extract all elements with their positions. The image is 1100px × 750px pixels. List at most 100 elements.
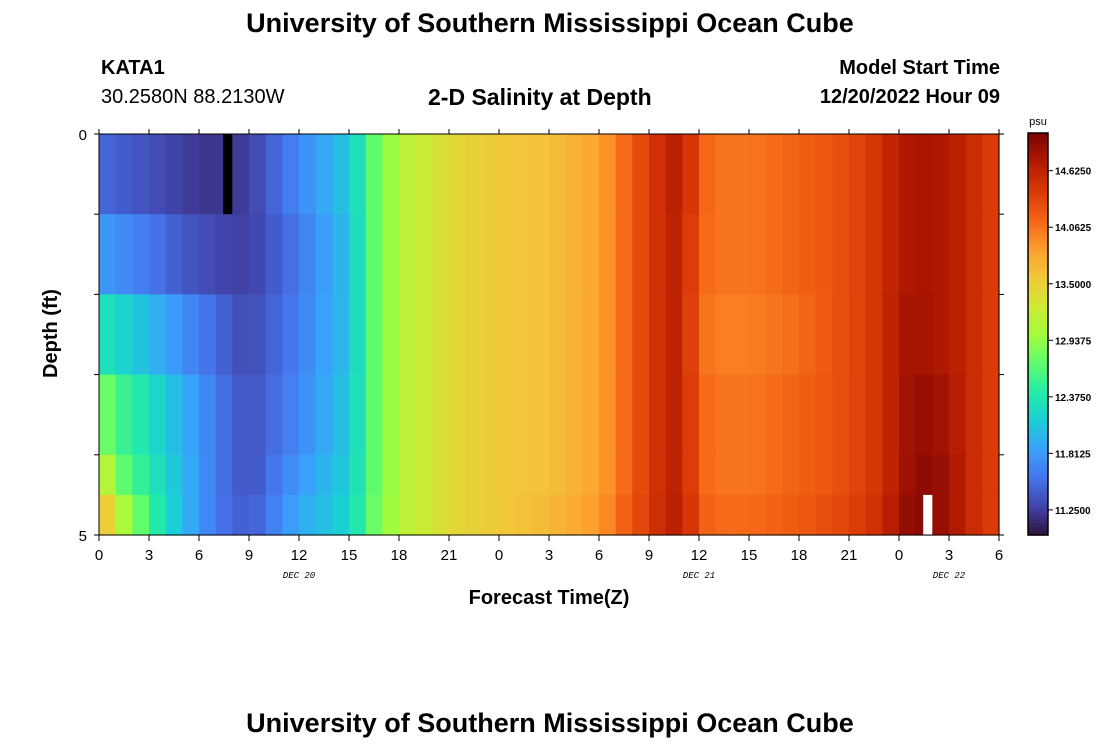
colorbar-segment <box>1028 358 1048 363</box>
colorbar-segment <box>1028 249 1048 255</box>
heatmap-cell <box>182 214 200 295</box>
heatmap-cell <box>949 294 967 376</box>
heatmap-cell <box>582 374 600 456</box>
colorbar-tick-label: 14.0625 <box>1055 223 1092 234</box>
heatmap-cell <box>832 294 850 376</box>
heatmap-cell <box>299 134 317 215</box>
missing-data-cell <box>223 134 233 215</box>
colorbar-segment <box>1028 410 1048 415</box>
colorbar-segment <box>1028 522 1048 528</box>
heatmap-cell <box>882 214 900 295</box>
colorbar-segment <box>1028 293 1048 299</box>
heatmap-cell <box>249 294 267 376</box>
heatmap-cell <box>832 494 850 536</box>
heatmap-cell <box>199 454 217 496</box>
colorbar-segment <box>1028 510 1048 516</box>
colorbar-tick-label: 11.2500 <box>1055 506 1091 517</box>
heatmap-cell <box>765 134 783 215</box>
heatmap-cell <box>949 374 967 456</box>
colorbar-segment <box>1028 245 1048 251</box>
x-tick-label: 21 <box>841 547 858 564</box>
heatmap-cell <box>832 214 850 295</box>
colorbar-segment <box>1028 390 1048 395</box>
heatmap-cell <box>832 134 850 215</box>
heatmap-cell <box>549 134 567 215</box>
heatmap-cell <box>482 494 500 536</box>
colorbar-segment <box>1028 434 1048 440</box>
colorbar-segment <box>1028 289 1048 295</box>
heatmap-cell <box>132 494 150 536</box>
heatmap-cell <box>699 294 717 376</box>
heatmap-cell <box>715 134 733 215</box>
heatmap-cell <box>632 294 650 376</box>
heatmap-cell <box>165 454 183 496</box>
heatmap-cell <box>832 454 850 496</box>
heatmap-cell <box>465 454 483 496</box>
heatmap-cell <box>615 294 633 376</box>
heatmap-cell <box>765 214 783 295</box>
colorbar-segment <box>1028 149 1048 154</box>
heatmap-cell <box>982 294 1000 376</box>
colorbar-segment <box>1028 354 1048 359</box>
heatmap-cell <box>282 134 300 215</box>
heatmap-cell <box>865 294 883 376</box>
heatmap-cell <box>332 494 350 536</box>
heatmap-cell <box>332 374 350 456</box>
heatmap-cell <box>799 294 817 376</box>
heatmap-cell <box>349 134 367 215</box>
heatmap-cell <box>932 294 950 376</box>
heatmap-cell <box>482 454 500 496</box>
heatmap-cell <box>365 134 383 215</box>
colorbar-segment <box>1028 197 1048 202</box>
heatmap-cell <box>365 494 383 536</box>
heatmap-cell <box>382 374 400 456</box>
colorbar-segment <box>1028 490 1048 496</box>
heatmap-cell <box>899 294 917 376</box>
colorbar-tick-label: 13.5000 <box>1055 280 1092 291</box>
colorbar-segment <box>1028 145 1048 150</box>
heatmap-cell <box>549 294 567 376</box>
heatmap-cell <box>282 374 300 456</box>
heatmap-cell <box>749 494 767 536</box>
heatmap-cell <box>265 494 283 536</box>
heatmap-cell <box>665 134 683 215</box>
heatmap-cell <box>732 294 750 376</box>
heatmap-cell <box>249 374 267 456</box>
heatmap-cell <box>799 374 817 456</box>
heatmap-cell <box>199 134 217 215</box>
heatmap-cell <box>249 134 267 215</box>
colorbar-segment <box>1028 398 1048 403</box>
heatmap-cell <box>99 294 117 376</box>
heatmap-cell <box>232 494 250 536</box>
heatmap-cell <box>949 214 967 295</box>
heatmap-cell <box>382 214 400 295</box>
colorbar-tick-label: 14.6250 <box>1055 167 1092 178</box>
heatmap-cell <box>932 374 950 456</box>
colorbar-segment <box>1028 450 1048 456</box>
heatmap-cell <box>599 214 617 295</box>
colorbar-segment <box>1028 362 1048 367</box>
heatmap-cell <box>349 214 367 295</box>
x-tick-label: 12 <box>691 547 708 564</box>
heatmap-cell <box>432 294 450 376</box>
colorbar-segment <box>1028 153 1048 158</box>
heatmap-cell <box>332 454 350 496</box>
heatmap-cell <box>699 494 717 536</box>
colorbar-segment <box>1028 325 1048 331</box>
colorbar-segment <box>1028 370 1048 375</box>
colorbar-segment <box>1028 462 1048 468</box>
heatmap-cell <box>849 134 867 215</box>
colorbar-segment <box>1028 382 1048 387</box>
heatmap-cell <box>565 454 583 496</box>
heatmap-cell <box>815 454 833 496</box>
colorbar-segment <box>1028 329 1048 335</box>
heatmap-cell <box>449 214 467 295</box>
heatmap-cell <box>449 134 467 215</box>
x-tick-label: 18 <box>391 547 408 564</box>
heatmap-cell <box>99 134 117 215</box>
heatmap-cell <box>665 294 683 376</box>
heatmap-cell <box>132 294 150 376</box>
heatmap-cell <box>365 454 383 496</box>
heatmap-cell <box>249 214 267 295</box>
colorbar-segment <box>1028 506 1048 512</box>
